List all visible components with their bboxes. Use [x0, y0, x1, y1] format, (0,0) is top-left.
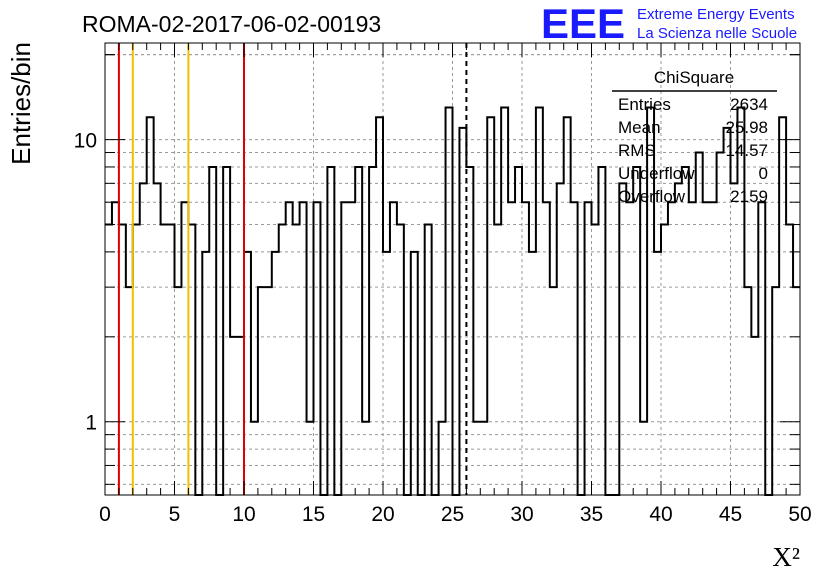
stats-label: Overflow [618, 187, 686, 206]
eee-logo: EEE Extreme Energy Events La Scienza nel… [541, 0, 797, 47]
stats-value: 14.57 [725, 141, 768, 160]
x-tick-label: 10 [232, 503, 255, 526]
x-tick-label: 25 [441, 503, 464, 526]
x-axis-label: X² [772, 542, 800, 572]
y-tick-label: 1 [85, 412, 97, 435]
stats-label: Entries [618, 95, 671, 114]
stats-value: 2159 [730, 187, 768, 206]
stats-value: 2634 [730, 95, 768, 114]
marker-lines [117, 43, 468, 495]
stats-value: 0 [759, 164, 768, 183]
y-axis-label: Entries/bin [6, 42, 36, 165]
logo-line2: La Scienza nelle Scuole [637, 25, 797, 42]
stats-label: RMS [618, 141, 656, 160]
x-tick-label: 5 [169, 503, 181, 526]
x-tick-label: 20 [371, 503, 394, 526]
y-tick-label: 10 [74, 130, 97, 153]
stats-title: ChiSquare [654, 68, 734, 87]
chart-title: ROMA-02-2017-06-02-00193 [82, 11, 381, 37]
x-tick-label: 45 [719, 503, 742, 526]
x-tick-label: 0 [99, 503, 111, 526]
x-tick-label: 30 [510, 503, 533, 526]
stats-label: Mean [618, 118, 661, 137]
x-axis: 0 5 10 15 20 25 30 35 40 45 50 [99, 43, 812, 526]
stats-box: ChiSquare Entries 2634 Mean 25.98 RMS 14.57 Un… [612, 68, 777, 206]
x-tick-label: 35 [580, 503, 603, 526]
x-tick-label: 40 [649, 503, 672, 526]
grid [105, 43, 800, 495]
stats-label: Underflow [618, 164, 695, 183]
stats-value: 25.98 [725, 118, 768, 137]
histogram [105, 106, 800, 496]
logo-mark: EEE [541, 0, 625, 47]
stats-rows: Entries 2634 Mean 25.98 RMS 14.57 Underflow 0 Ov… [618, 95, 768, 206]
y-axis: 1 10 [74, 54, 800, 485]
logo-line1: Extreme Energy Events [637, 6, 795, 23]
x-tick-label: 15 [302, 503, 325, 526]
x-tick-label: 50 [788, 503, 811, 526]
histogram-line [105, 106, 800, 496]
